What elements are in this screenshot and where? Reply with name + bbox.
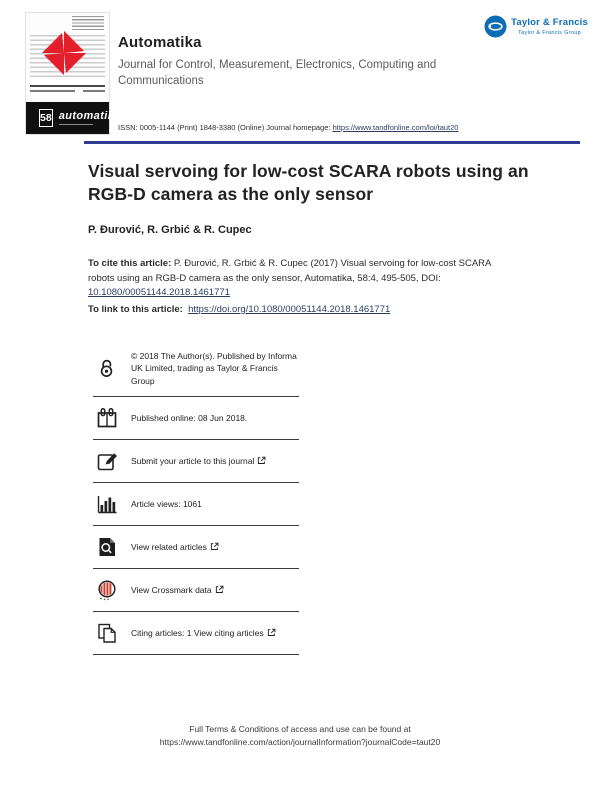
taylor-francis-globe-icon [484, 15, 507, 38]
published-online-text: Published online: 08 Jun 2018. [131, 412, 248, 423]
external-link-icon [258, 456, 266, 464]
publisher-group-name: Taylor & Francis Group [518, 29, 581, 36]
copyright-text: © 2018 The Author(s). Published by Infor… [131, 351, 297, 386]
issn-label: ISSN: 0005-1144 (Print) 1848-3380 (Onlin… [118, 123, 333, 132]
bar-chart-icon [97, 495, 117, 514]
info-row-open-access: © 2018 The Author(s). Published by Infor… [93, 341, 299, 397]
terms-footer-line1: Full Terms & Conditions of access and us… [189, 724, 411, 734]
terms-footer: Full Terms & Conditions of access and us… [0, 723, 600, 749]
journal-subtitle: Journal for Control, Measurement, Electr… [118, 59, 437, 87]
article-authors: P. Đurović, R. Grbić & R. Cupec [88, 224, 252, 236]
journal-title: Automatika [118, 34, 202, 51]
info-row-published-online: Published online: 08 Jun 2018. [93, 397, 299, 440]
crossmark-icon [98, 580, 116, 601]
external-link-icon [267, 628, 275, 636]
issue-number-box: 58 [39, 109, 53, 127]
related-articles-icon [99, 537, 115, 556]
cite-doi-link[interactable]: 10.1080/00051144.2018.1461771 [88, 287, 230, 299]
navy-divider-rule [84, 141, 580, 144]
cover-address-lines [72, 16, 104, 31]
cover-logo-subline [58, 124, 93, 126]
open-access-icon [100, 360, 113, 378]
cover-caption-line [30, 85, 105, 87]
info-row-related-articles: View related articles [93, 526, 299, 569]
article-info-list: © 2018 The Author(s). Published by Infor… [93, 341, 299, 655]
info-row-crossmark: View Crossmark data [93, 569, 299, 612]
issn-line: ISSN: 0005-1144 (Print) 1848-3380 (Onlin… [118, 123, 458, 132]
info-row-submit-article: Submit your article to this journal [93, 440, 299, 483]
terms-footer-url[interactable]: https://www.tandfonline.com/action/journ… [159, 736, 441, 747]
citing-articles-link[interactable]: Citing articles: 1 View citing articles [131, 627, 276, 639]
article-doi-link[interactable]: https://doi.org/10.1080/00051144.2018.14… [188, 304, 391, 315]
submit-article-link[interactable]: Submit your article to this journal [131, 455, 266, 467]
citing-articles-icon [98, 623, 116, 643]
cover-caption-line [83, 90, 105, 92]
external-link-icon [210, 542, 219, 550]
publisher-logo: Taylor & Francis Taylor & Francis Group [484, 15, 588, 38]
article-views-text: Article views: 1061 [131, 498, 202, 509]
external-link-icon [215, 585, 224, 593]
submit-pencil-icon [97, 453, 117, 471]
cover-banner: 58 automatika [26, 102, 120, 134]
cover-caption-line [30, 90, 75, 92]
citation-block: To cite this article: P. Đurović, R. Grb… [88, 257, 518, 301]
pinwheel-logo-icon [41, 30, 87, 76]
info-row-article-views: Article views: 1061 [93, 483, 299, 526]
journal-cover-thumbnail: 58 automatika [25, 12, 120, 135]
calendar-icon [97, 407, 117, 428]
cover-journal-logotype: automatika [58, 109, 121, 122]
article-link-block: To link to this article: https://doi.org… [88, 304, 390, 315]
info-row-citing-articles: Citing articles: 1 View citing articles [93, 612, 299, 655]
view-related-articles-link[interactable]: View related articles [131, 541, 219, 553]
cover-front-art [26, 13, 109, 102]
cite-label: To cite this article: [88, 258, 172, 269]
journal-homepage-link[interactable]: https://www.tandfonline.com/loi/taut20 [332, 123, 459, 132]
view-crossmark-link[interactable]: View Crossmark data [131, 584, 224, 596]
masthead: Automatika Journal for Control, Measurem… [118, 34, 478, 89]
cite-text: P. Đurović, R. Grbić & R. Cupec (2017) V… [88, 258, 491, 284]
link-label: To link to this article: [88, 304, 183, 315]
publisher-name: Taylor & Francis [511, 17, 588, 28]
article-title: Visual servoing for low-cost SCARA robot… [88, 161, 529, 205]
